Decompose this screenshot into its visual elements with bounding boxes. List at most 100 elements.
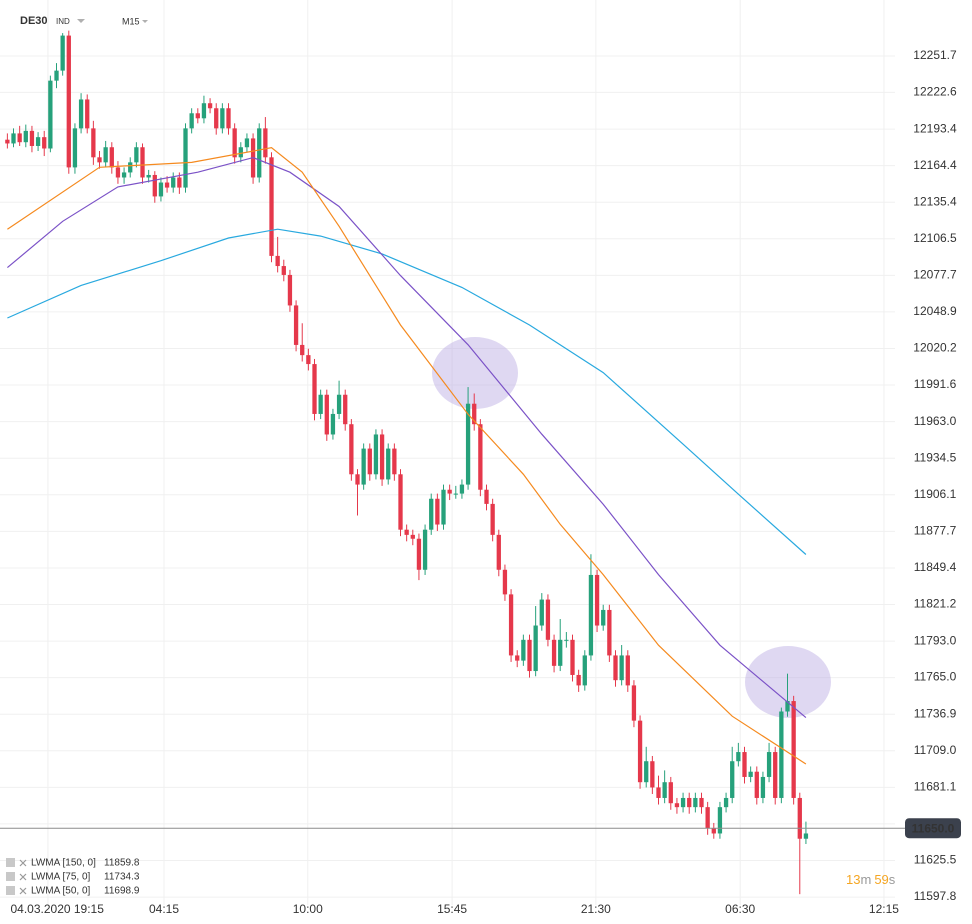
- candle-body: [748, 771, 753, 777]
- candle-body: [674, 803, 680, 808]
- y-tick-label: 11877.7: [914, 524, 957, 538]
- candle-body: [429, 498, 434, 530]
- candle-body: [91, 128, 96, 158]
- candle-body: [760, 776, 766, 798]
- dropdown-caret[interactable]: [77, 19, 85, 23]
- legend-close[interactable]: [19, 887, 27, 895]
- candle-body: [576, 674, 581, 686]
- candle-body: [226, 108, 231, 129]
- y-tick-label: 11597.8: [914, 889, 957, 903]
- grid: [0, 0, 895, 905]
- candle-body: [441, 489, 446, 525]
- legend-icon[interactable]: [6, 886, 15, 895]
- x-tick-label: 10:00: [293, 902, 323, 916]
- candle-body: [54, 70, 59, 81]
- candle-body: [773, 752, 778, 798]
- candle-body: [201, 103, 207, 119]
- highlight-circle: [432, 337, 518, 409]
- candle-body: [582, 655, 587, 686]
- timeframe[interactable]: M15: [122, 16, 140, 26]
- candle-body: [551, 639, 557, 666]
- candle-body: [766, 752, 772, 777]
- candle-body: [422, 529, 428, 570]
- candle-body: [269, 157, 274, 256]
- legend-value: 11698.9: [104, 886, 140, 897]
- candle-body: [680, 797, 686, 808]
- candle-body: [785, 701, 790, 712]
- candle-body: [5, 139, 10, 144]
- y-tick-label: 11849.4: [914, 560, 957, 574]
- legend-icon[interactable]: [6, 872, 15, 881]
- legend-close[interactable]: [19, 873, 27, 881]
- candle-body: [109, 147, 114, 168]
- candle-body: [244, 138, 250, 148]
- candle-body: [66, 35, 71, 168]
- y-tick-label: 12193.4: [913, 121, 957, 135]
- candle-body: [23, 130, 28, 143]
- candle-body: [803, 833, 809, 839]
- candle-body: [121, 172, 127, 178]
- candle-body: [711, 828, 716, 834]
- legend-close[interactable]: [19, 859, 27, 867]
- candle-body: [619, 655, 624, 681]
- y-tick-label: 11681.1: [914, 779, 957, 793]
- candle-body: [625, 655, 630, 686]
- current-price-box: [905, 818, 961, 839]
- legend-icon[interactable]: [6, 858, 15, 867]
- candle-body: [134, 147, 139, 163]
- candle-body: [195, 113, 200, 119]
- countdown-unit: s: [889, 872, 896, 887]
- candle-body: [613, 655, 618, 681]
- candle-body: [72, 128, 78, 168]
- candle-body: [220, 108, 225, 129]
- candle-body: [791, 701, 796, 798]
- candle-body: [490, 503, 495, 535]
- candle-body: [183, 128, 188, 188]
- candle-body: [588, 574, 594, 656]
- candle-body: [502, 569, 508, 595]
- candle-body: [570, 639, 575, 675]
- candle-body: [379, 434, 385, 480]
- candle-body: [293, 305, 299, 345]
- candle-body: [324, 394, 329, 435]
- x-tick-label: 12:15: [869, 902, 899, 916]
- candle-body: [447, 489, 452, 494]
- candle-body: [527, 639, 532, 672]
- candle-body: [330, 413, 336, 435]
- candle-body: [545, 599, 551, 640]
- candle-body: [349, 424, 354, 475]
- countdown-unit: m: [860, 872, 871, 887]
- y-tick-label: 11793.0: [914, 633, 957, 647]
- symbol: DE30: [20, 15, 48, 27]
- candle-body: [656, 787, 661, 798]
- candle-body: [128, 162, 133, 173]
- legend-value: 11859.8: [104, 858, 140, 869]
- current-price-label: 11650.0: [912, 821, 955, 835]
- candle-body: [318, 394, 323, 414]
- candle-body: [742, 752, 747, 777]
- candle-body: [515, 655, 520, 661]
- candle-body: [361, 448, 366, 485]
- candle-body: [404, 529, 409, 535]
- candle-body: [754, 771, 759, 798]
- legend-label: LWMA [150, 0]: [31, 858, 96, 869]
- candle-body: [705, 807, 710, 829]
- y-tick-label: 12164.4: [913, 158, 957, 172]
- candle-body: [367, 448, 372, 475]
- ma-line: [7, 147, 807, 765]
- y-tick-label: 11963.0: [914, 414, 957, 428]
- ma-line: [7, 156, 807, 719]
- candle-body: [287, 274, 293, 306]
- candle-body: [459, 484, 465, 494]
- candle-body: [508, 594, 514, 656]
- candle-body: [158, 182, 164, 197]
- candle-body: [275, 255, 280, 267]
- candle-body: [607, 609, 612, 656]
- y-tick-label: 12048.9: [913, 304, 957, 318]
- x-tick-label: 04.03.2020 19:15: [10, 902, 104, 916]
- candle-body: [533, 625, 538, 672]
- candle-body: [177, 177, 182, 188]
- dropdown-caret[interactable]: [142, 20, 148, 23]
- y-tick-label: 11765.0: [914, 670, 957, 684]
